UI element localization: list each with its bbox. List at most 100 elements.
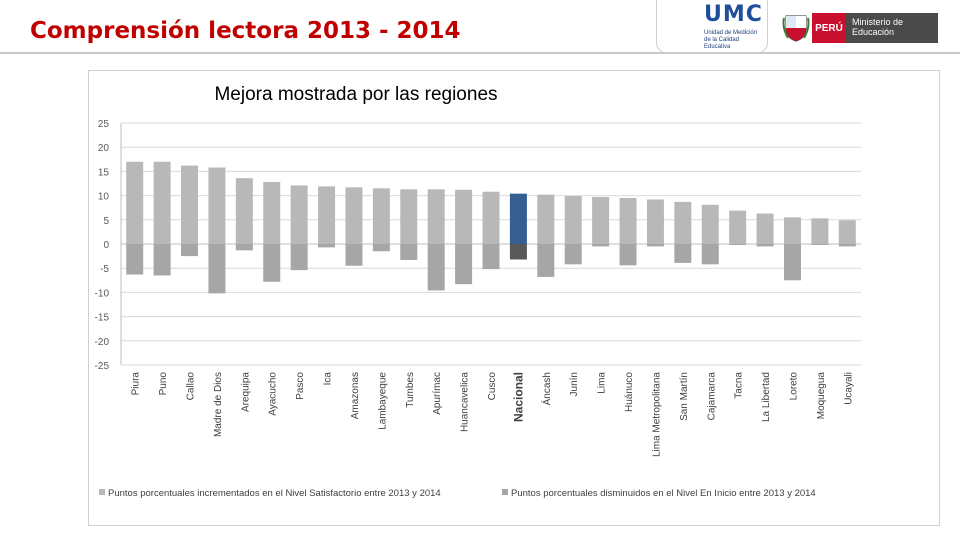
bar-positive — [729, 210, 747, 244]
y-tick-label: -20 — [95, 337, 110, 348]
bar-negative — [646, 244, 664, 247]
legend-swatch-increase — [99, 489, 105, 495]
bar-negative — [674, 244, 692, 263]
bar-positive — [208, 167, 226, 244]
bar-negative — [455, 244, 473, 285]
y-tick-label: -25 — [95, 361, 110, 372]
bar-positive — [756, 213, 774, 244]
x-tick-label: Pasco — [295, 372, 306, 400]
x-tick-label: Huánuco — [624, 372, 635, 412]
bar-negative — [153, 244, 171, 276]
bar-negative — [592, 244, 610, 247]
x-tick-label: Nacional — [511, 372, 525, 422]
bar-positive — [455, 189, 473, 244]
bar-negative — [619, 244, 637, 266]
x-tick-label: San Martín — [679, 372, 690, 421]
x-tick-label: Tumbes — [405, 372, 416, 408]
bar-positive — [345, 187, 363, 244]
x-tick-label: Madre de Dios — [213, 372, 224, 437]
bar-negative — [290, 244, 308, 271]
y-tick-label: 0 — [103, 240, 109, 251]
x-tick-label: Apurímac — [432, 372, 443, 415]
bar-negative — [181, 244, 199, 257]
bar-negative — [208, 244, 226, 294]
y-tick-label: -5 — [100, 264, 109, 275]
x-tick-label: Moquegua — [816, 372, 827, 420]
bar-negative — [345, 244, 363, 266]
x-tick-label: Amazonas — [350, 372, 361, 419]
x-tick-label: Callao — [186, 372, 197, 401]
bar-positive — [646, 199, 664, 244]
x-tick-label: Ayacucho — [268, 372, 279, 416]
legend-swatch-decrease — [502, 489, 508, 495]
x-tick-label: Ica — [323, 372, 334, 386]
bar-positive — [427, 189, 445, 244]
bar-chart: Mejora mostrada por las regiones 25 20 15 10… — [95, 84, 861, 499]
bar-positive — [318, 186, 336, 244]
title-divider — [0, 52, 960, 54]
bar-positive — [509, 193, 527, 244]
bar-negative — [811, 244, 829, 245]
bar-positive — [126, 161, 144, 244]
x-tick-label: Piura — [131, 372, 142, 396]
bar-positive — [619, 198, 637, 244]
y-tick-label: -10 — [95, 288, 110, 299]
bar-negative — [838, 244, 856, 247]
bar-positive — [783, 217, 801, 244]
umc-subtitle: Unidad de Medición de la Calidad Educati… — [704, 30, 758, 50]
bar-positive — [181, 165, 199, 244]
bar-negative — [729, 244, 747, 245]
bar-positive — [674, 201, 692, 244]
ministry-label: Ministerio de Educación — [846, 13, 938, 43]
bar-positive — [564, 196, 582, 244]
y-tick-label: -15 — [95, 313, 110, 324]
legend-label-increase: Puntos porcentuales incrementados en el … — [108, 488, 441, 499]
y-tick-label: 5 — [103, 216, 109, 227]
x-tick-label: Tacna — [734, 372, 745, 399]
y-tick-label: 10 — [98, 192, 110, 203]
slide-title: Comprensión lectora 2013 - 2014 — [30, 18, 461, 44]
x-tick-label: Arequipa — [240, 372, 251, 412]
bar-positive — [290, 185, 308, 244]
bar-negative — [427, 244, 445, 291]
bar-positive — [153, 161, 171, 244]
bar-positive — [482, 191, 500, 244]
umc-logo-box — [656, 0, 768, 53]
x-tick-label: Puno — [158, 372, 169, 396]
x-tick-label: Áncash — [540, 372, 553, 405]
x-tick-label: La Libertad — [761, 372, 772, 422]
bar-negative — [509, 244, 527, 260]
bar-negative — [783, 244, 801, 281]
bar-positive — [263, 182, 281, 244]
bar-positive — [701, 204, 719, 244]
bar-negative — [701, 244, 719, 265]
peru-crest-icon — [782, 15, 810, 42]
bar-negative — [537, 244, 555, 277]
bar-negative — [400, 244, 418, 260]
bar-positive — [537, 194, 555, 244]
umc-logo: UMC — [704, 2, 763, 27]
bar-positive — [592, 197, 610, 244]
bar-negative — [235, 244, 253, 251]
x-tick-label: Lima — [597, 372, 608, 394]
bar-negative — [126, 244, 144, 275]
bar-negative — [372, 244, 390, 252]
x-tick-label: Junín — [569, 372, 580, 396]
bar-negative — [756, 244, 774, 247]
bar-positive — [811, 218, 829, 244]
bar-positive — [838, 220, 856, 244]
legend-label-decrease: Puntos porcentuales disminuidos en el Ni… — [511, 488, 816, 499]
x-tick-label: Huancavelica — [460, 372, 471, 432]
peru-label: PERÚ — [812, 13, 846, 43]
bar-negative — [482, 244, 500, 270]
chart-title: Mejora mostrada por las regiones — [214, 84, 497, 105]
x-tick-label: Cusco — [487, 372, 498, 401]
x-tick-label: Cajamarca — [706, 372, 717, 421]
y-tick-label: 15 — [98, 167, 110, 178]
y-tick-label: 25 — [98, 119, 110, 130]
x-tick-label: Ucayali — [843, 372, 854, 405]
bar-negative — [263, 244, 281, 282]
x-tick-label: Loreto — [788, 372, 799, 401]
bar-positive — [400, 189, 418, 244]
chart-frame: Mejora mostrada por las regiones 25 20 15 10… — [88, 70, 940, 526]
